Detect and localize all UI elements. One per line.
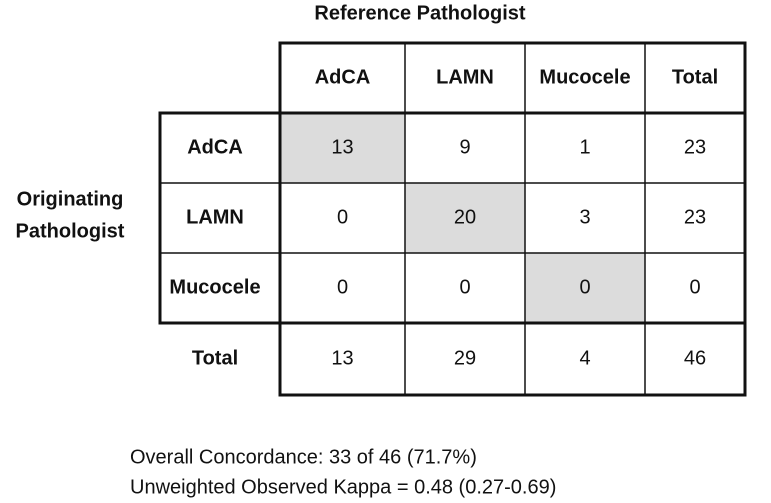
row-axis-title: Pathologist [16,220,125,242]
cell-value: 13 [331,136,353,158]
table-border [158,111,747,325]
cell-value: 3 [579,206,590,228]
footer-note: Overall Concordance: 33 of 46 (71.7%) [130,446,477,468]
concordant-cell [280,113,405,183]
row-header: Mucocele [169,276,260,298]
column-header: Mucocele [539,66,630,88]
cell-value: 4 [579,347,590,369]
cell-value: 20 [454,206,476,228]
cell-value: 29 [454,347,476,369]
cell-value: 1 [579,136,590,158]
cell-value: 13 [331,347,353,369]
row-header: LAMN [186,206,244,228]
concordant-cell [405,183,525,253]
cell-value: 46 [684,347,706,369]
cell-value: 0 [689,276,700,298]
row-header: Total [192,347,238,369]
cell-value: 0 [459,276,470,298]
cell-value: 9 [459,136,470,158]
column-header: AdCA [315,66,371,88]
cell-value: 23 [684,206,706,228]
row-header: AdCA [187,136,243,158]
cell-value: 0 [579,276,590,298]
column-header: LAMN [436,66,494,88]
footer-note: Unweighted Observed Kappa = 0.48 (0.27-0… [130,476,556,498]
concordant-cell [525,253,645,323]
cell-value: 23 [684,136,706,158]
column-header: Total [672,66,718,88]
cell-value: 0 [337,206,348,228]
cell-value: 0 [337,276,348,298]
row-axis-title: Originating [17,188,124,210]
column-axis-title: Reference Pathologist [314,2,526,24]
